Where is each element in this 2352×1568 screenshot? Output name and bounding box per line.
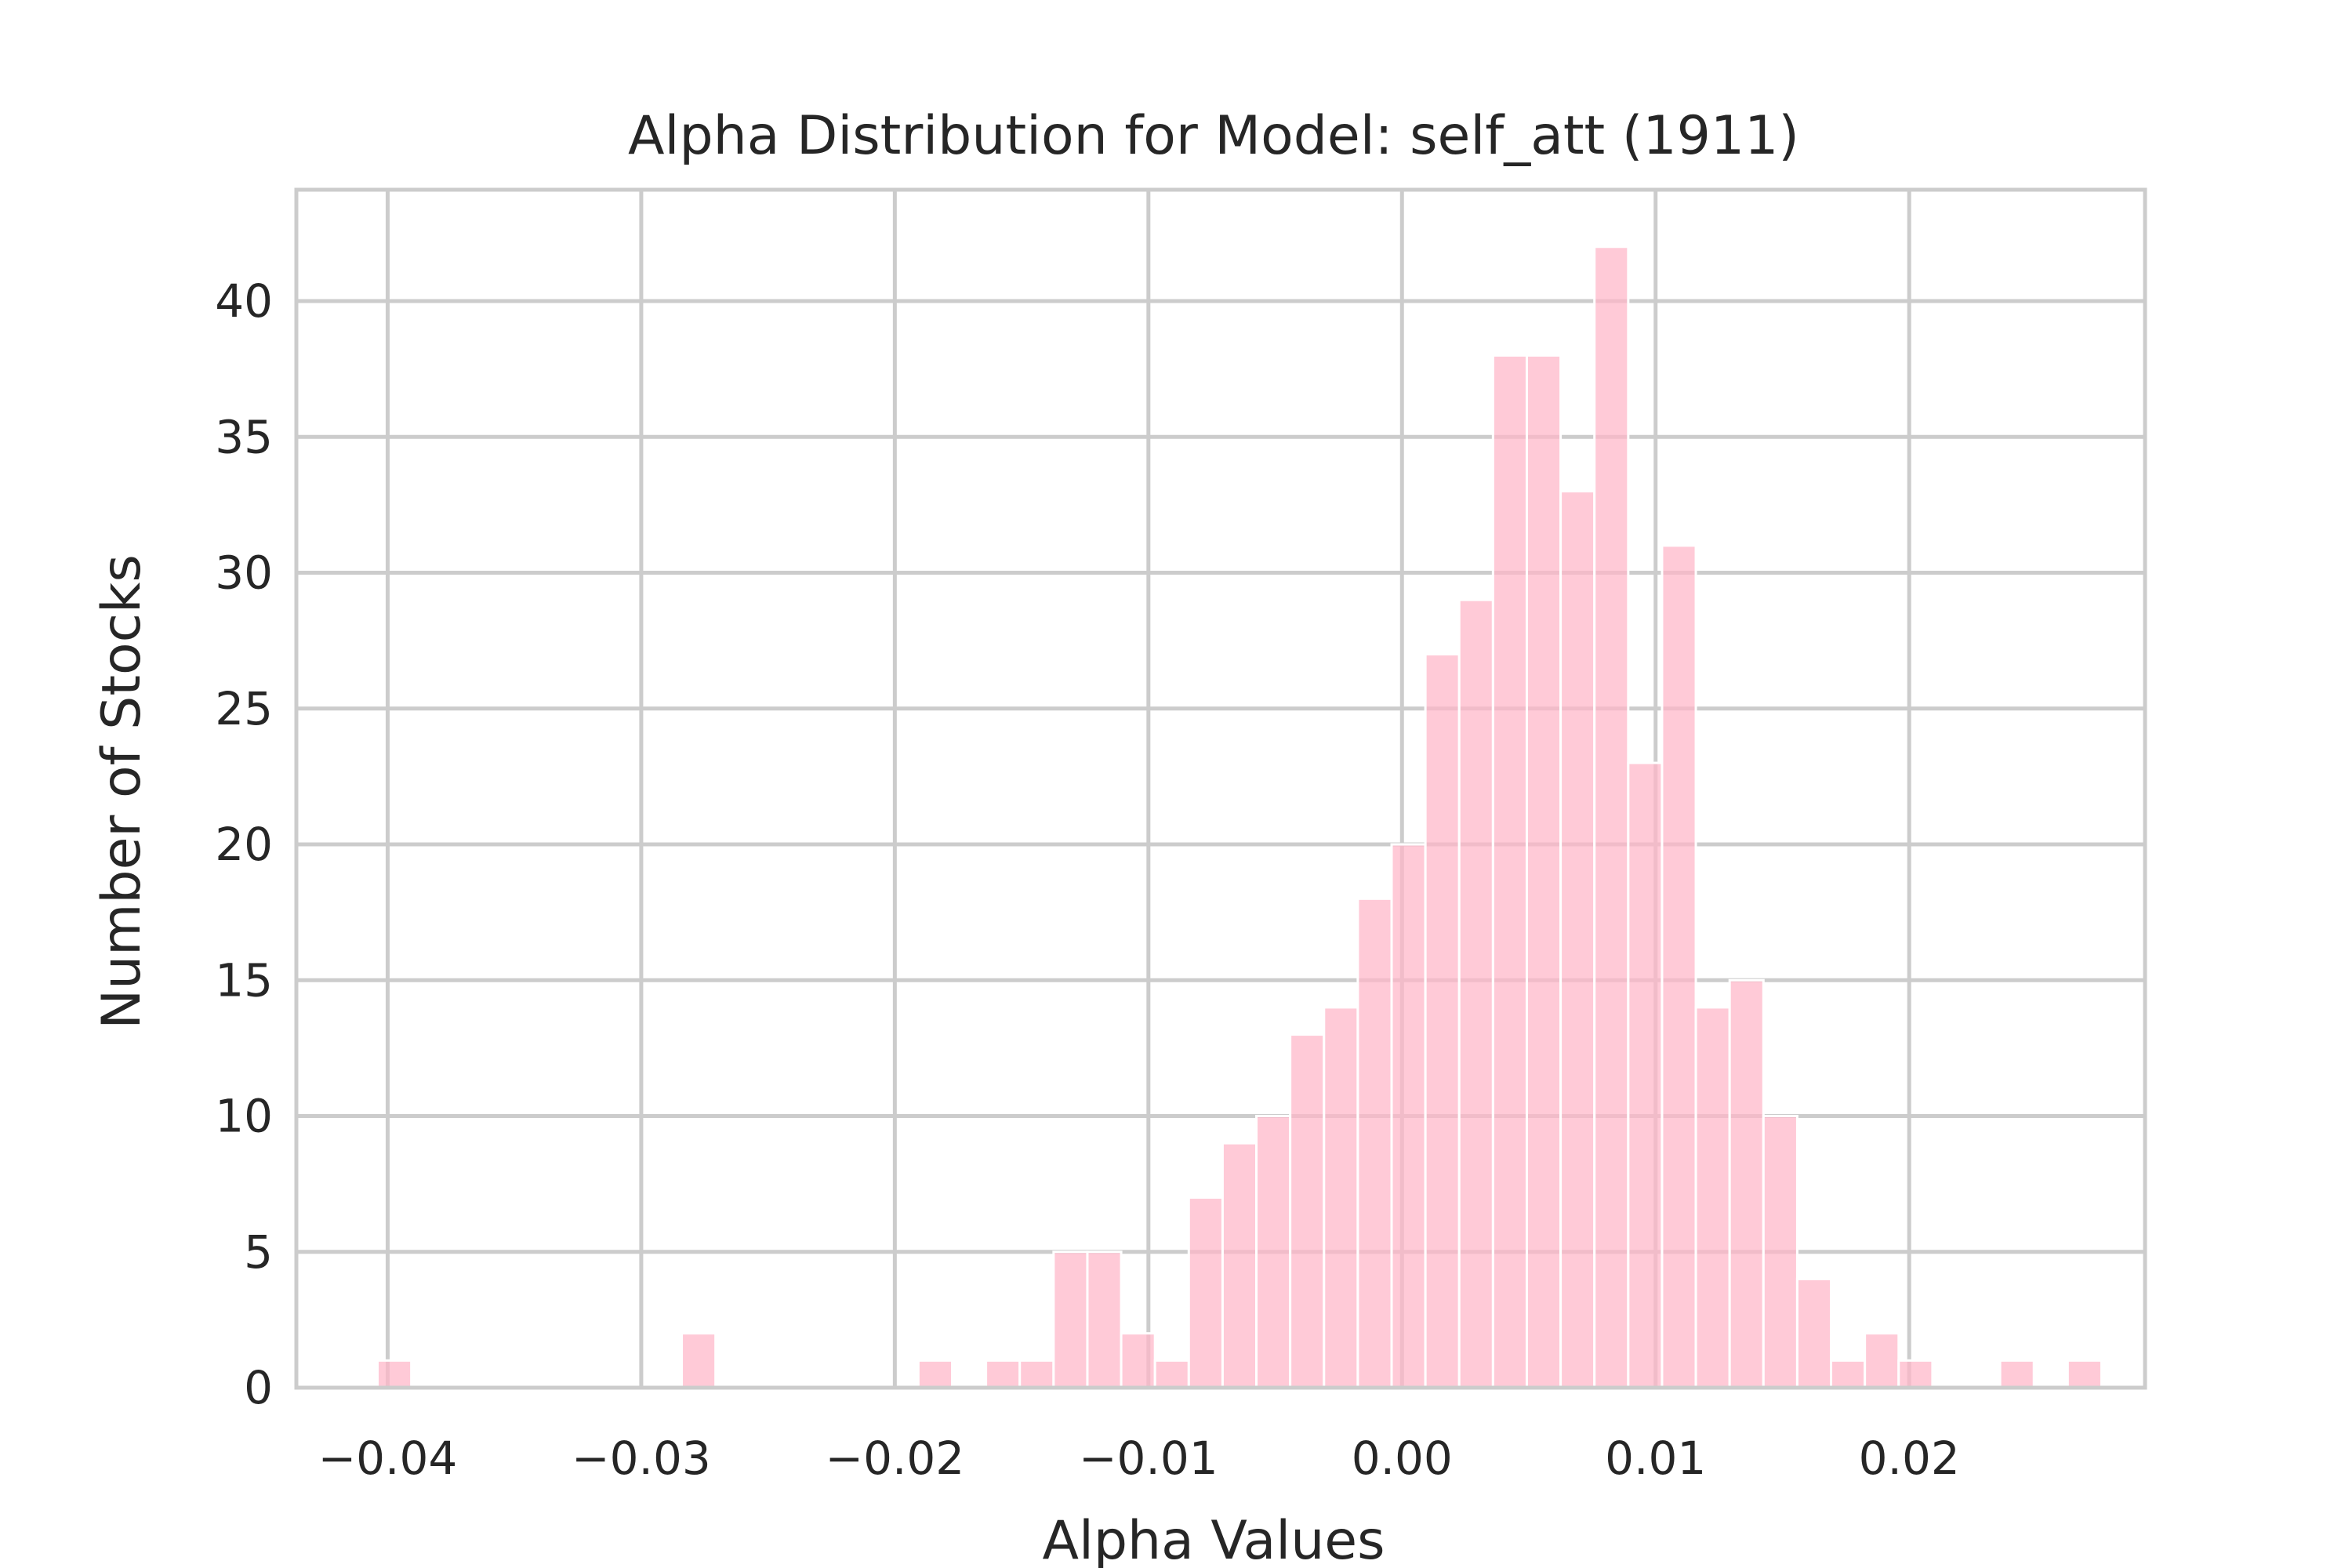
histogram-bar bbox=[1457, 598, 1494, 1389]
histogram-bar bbox=[1864, 1332, 1900, 1389]
y-tick-label: 35 bbox=[215, 410, 273, 463]
histogram-bar bbox=[1052, 1250, 1089, 1389]
histogram-bar bbox=[376, 1359, 413, 1389]
y-tick-label: 5 bbox=[244, 1225, 273, 1279]
histogram-bars bbox=[376, 245, 2103, 1389]
x-tick-label: −0.03 bbox=[572, 1432, 711, 1485]
histogram-bar bbox=[1897, 1359, 1934, 1389]
x-tick-label: −0.04 bbox=[318, 1432, 458, 1485]
y-tick-label: 30 bbox=[215, 546, 273, 600]
x-tick-label: 0.00 bbox=[1352, 1432, 1453, 1485]
histogram-bar bbox=[1120, 1332, 1156, 1389]
histogram-bar bbox=[1086, 1250, 1123, 1389]
y-tick-label: 10 bbox=[215, 1090, 273, 1143]
x-axis-label: Alpha Values bbox=[1042, 1510, 1385, 1568]
y-tick-label: 20 bbox=[215, 818, 273, 871]
histogram-bar bbox=[1187, 1196, 1224, 1389]
y-tick-label: 40 bbox=[215, 274, 273, 328]
histogram-bar bbox=[1559, 490, 1596, 1389]
plot-frame bbox=[294, 187, 2147, 1390]
histogram-bar bbox=[1830, 1359, 1867, 1389]
histogram-bar bbox=[2066, 1359, 2103, 1389]
histogram-bar bbox=[1390, 843, 1427, 1389]
histogram-bar bbox=[1998, 1359, 2035, 1389]
y-axis-label: Number of Stocks bbox=[91, 554, 153, 1029]
histogram-bar bbox=[1221, 1142, 1258, 1389]
histogram-bar bbox=[1627, 761, 1664, 1389]
x-tick-label: −0.01 bbox=[1079, 1432, 1218, 1485]
x-tick-labels: −0.04 −0.03 −0.02 −0.01 0.00 0.01 0.02 bbox=[318, 1432, 1960, 1485]
histogram-bar bbox=[1593, 245, 1630, 1389]
histogram-bar bbox=[1491, 354, 1528, 1389]
chart-title: Alpha Distribution for Model: self_att (… bbox=[628, 105, 1799, 167]
histogram-bar bbox=[1255, 1115, 1292, 1389]
histogram-bar bbox=[1762, 1115, 1798, 1389]
x-tick-label: 0.02 bbox=[1859, 1432, 1960, 1485]
y-tick-labels: 0 5 10 15 20 25 30 35 40 bbox=[215, 274, 273, 1414]
histogram-bar bbox=[1018, 1359, 1055, 1389]
histogram-bar bbox=[1525, 354, 1563, 1389]
histogram-bar bbox=[1153, 1359, 1190, 1389]
histogram-bar bbox=[1356, 897, 1393, 1389]
histogram-bar bbox=[1661, 544, 1697, 1389]
histogram-bar bbox=[1694, 1006, 1731, 1389]
x-tick-label: 0.01 bbox=[1605, 1432, 1706, 1485]
histogram-bar bbox=[916, 1359, 953, 1389]
histogram-bar bbox=[681, 1332, 717, 1389]
histogram-bar bbox=[985, 1359, 1022, 1389]
x-tick-label: −0.02 bbox=[825, 1432, 964, 1485]
y-tick-label: 25 bbox=[215, 682, 273, 735]
histogram-bar bbox=[1795, 1277, 1833, 1389]
y-tick-label: 0 bbox=[244, 1361, 273, 1414]
y-tick-label: 15 bbox=[215, 953, 273, 1007]
histogram-bar bbox=[1728, 978, 1765, 1389]
histogram-bar bbox=[1323, 1006, 1359, 1389]
histogram-bar bbox=[1289, 1033, 1326, 1389]
histogram-bar bbox=[1424, 652, 1461, 1389]
